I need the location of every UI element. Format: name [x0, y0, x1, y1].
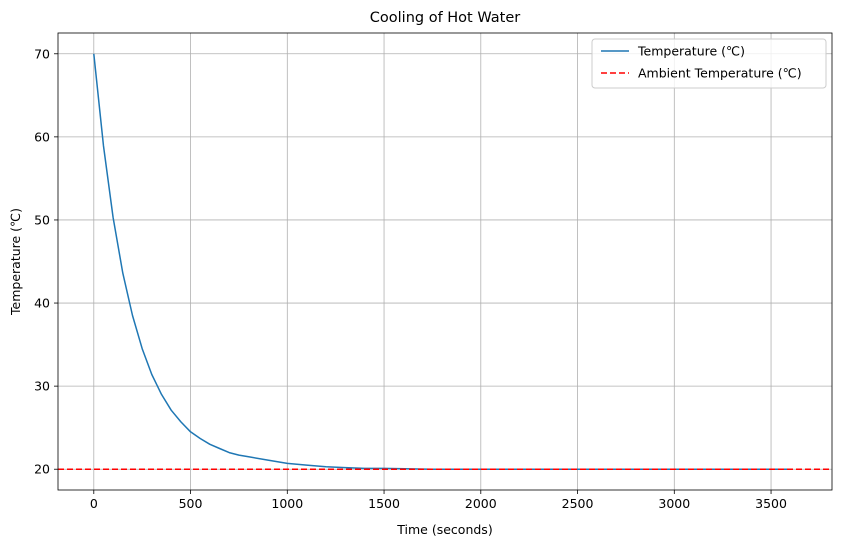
x-tick-label: 2500: [562, 496, 594, 511]
legend-box: [591, 38, 827, 89]
y-tick-label: 40: [34, 296, 50, 311]
legend-label: Ambient Temperature (℃): [638, 66, 802, 81]
x-axis-label: Time (seconds): [396, 522, 492, 537]
x-tick-label: 1000: [271, 496, 303, 511]
y-tick-label: 50: [34, 212, 50, 227]
y-tick-label: 20: [34, 462, 50, 477]
series: [58, 53, 832, 470]
legend: Temperature (℃) Ambient Temperature (℃): [591, 38, 827, 89]
x-tick-label: 500: [179, 496, 203, 511]
y-tick-label: 30: [34, 379, 50, 394]
y-tick-label: 60: [34, 129, 50, 144]
chart-title: Cooling of Hot Water: [370, 10, 520, 26]
y-axis-label: Temperature (℃): [8, 208, 23, 316]
ticks: 0 500 1000 1500 2000 2500 3000 3500 20 30 40 50 60 70: [34, 46, 787, 511]
x-tick-label: 1500: [368, 496, 400, 511]
x-tick-label: 0: [90, 496, 98, 511]
x-tick-label: 3000: [658, 496, 690, 511]
y-tick-label: 70: [34, 46, 50, 61]
x-tick-label: 3500: [755, 496, 787, 511]
x-tick-label: 2000: [465, 496, 497, 511]
plot-frame: [57, 32, 833, 491]
legend-label: Temperature (℃): [637, 44, 745, 59]
